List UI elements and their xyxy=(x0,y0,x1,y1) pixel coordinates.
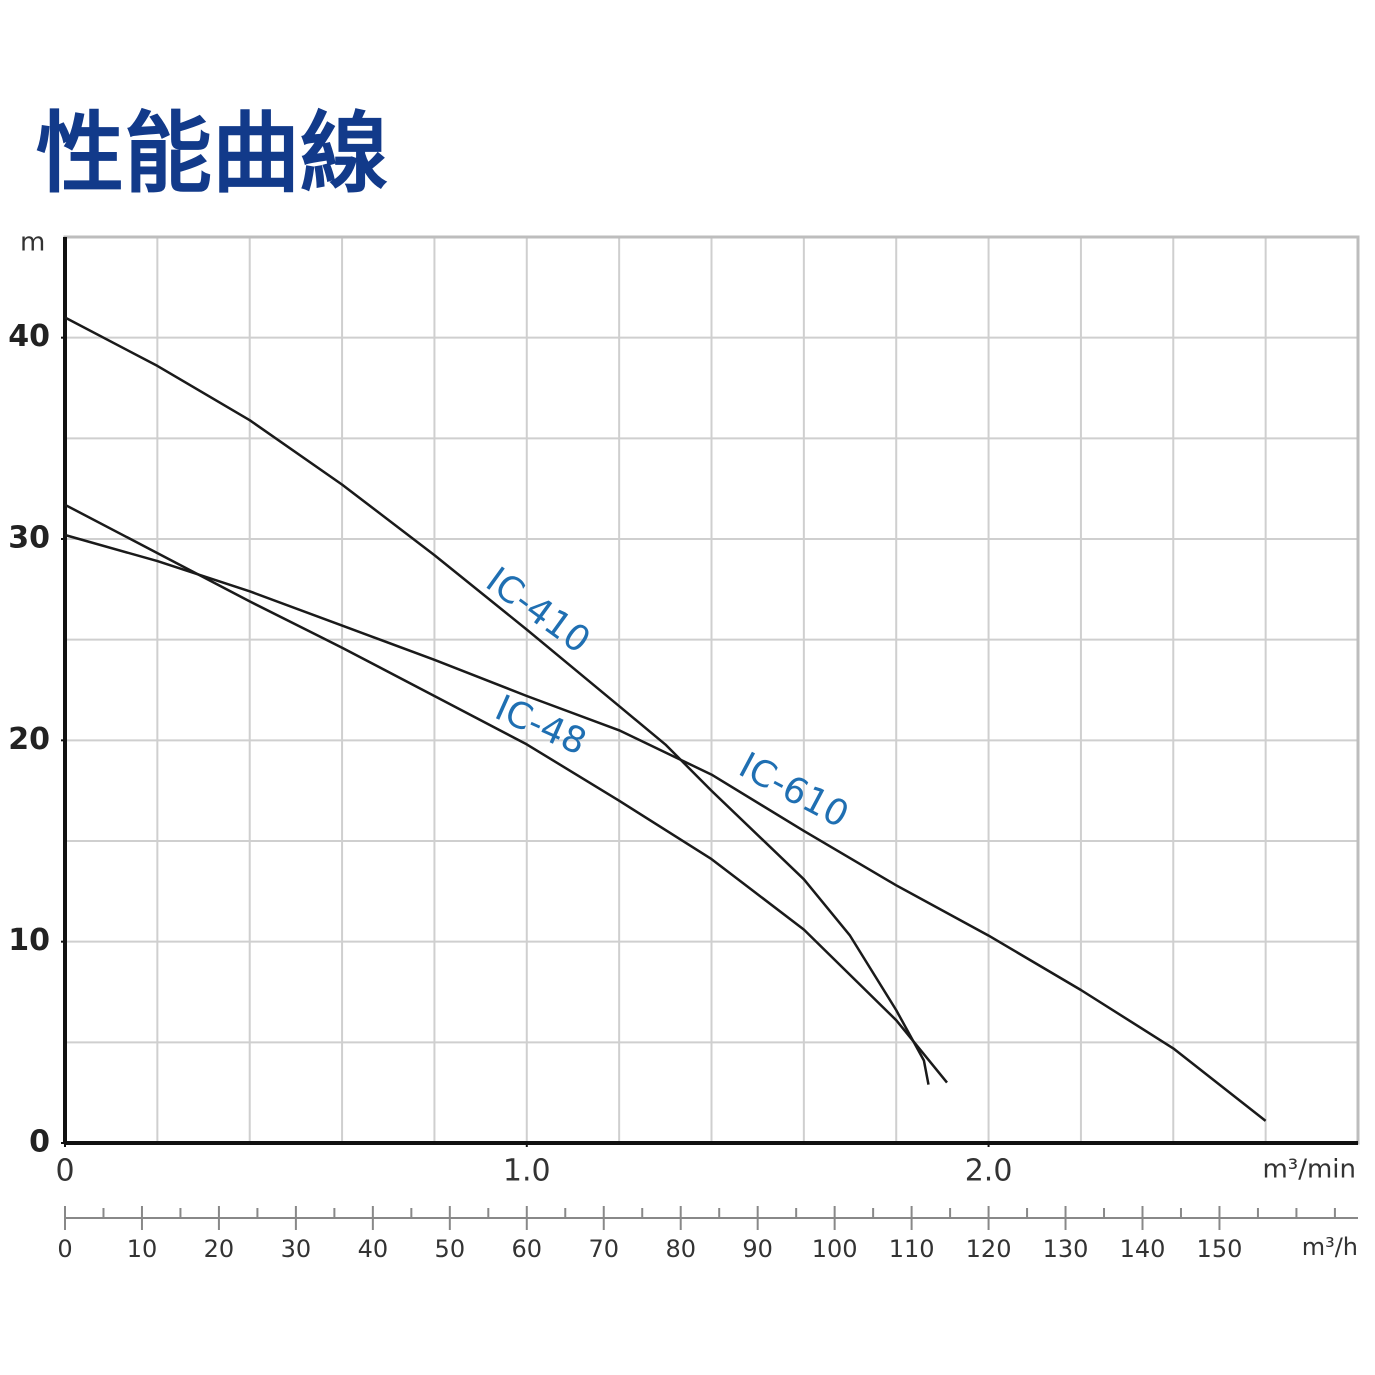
x2-tick-label: 80 xyxy=(665,1235,696,1263)
x2-tick-label: 140 xyxy=(1120,1235,1166,1263)
x2-tick-label: 60 xyxy=(512,1235,543,1263)
x2-tick-label: 20 xyxy=(204,1235,235,1263)
y-tick-label: 10 xyxy=(8,923,50,958)
x2-tick-label: 110 xyxy=(889,1235,935,1263)
x2-tick-label: 150 xyxy=(1197,1235,1243,1263)
x-tick-label: 1.0 xyxy=(503,1154,551,1189)
x2-tick-label: 50 xyxy=(435,1235,466,1263)
x2-tick-label: 10 xyxy=(127,1235,158,1263)
series-line xyxy=(64,316,930,1085)
x-tick-label: 2.0 xyxy=(965,1154,1013,1189)
x-axis-label: m³/min xyxy=(1262,1155,1356,1185)
x2-tick-label: 100 xyxy=(812,1235,858,1263)
series-line xyxy=(64,533,1267,1122)
x2-tick-label: 90 xyxy=(742,1235,773,1263)
x-tick-label: 0 xyxy=(55,1154,74,1189)
y-tick-label: 0 xyxy=(29,1125,50,1160)
series-label: IC-610 xyxy=(732,745,855,836)
series-label: IC-410 xyxy=(478,560,597,662)
x2-tick-label: 30 xyxy=(281,1235,312,1263)
x2-tick-label: 0 xyxy=(57,1235,72,1263)
x2-tick-label: 70 xyxy=(588,1235,619,1263)
y-axis-label: m xyxy=(20,228,45,258)
y-tick-label: 30 xyxy=(8,521,50,556)
x2-tick-label: 120 xyxy=(966,1235,1012,1263)
x2-tick-label: 40 xyxy=(358,1235,389,1263)
y-tick-label: 20 xyxy=(8,722,50,757)
x2-axis-label: m³/h xyxy=(1302,1233,1358,1261)
x2-tick-label: 130 xyxy=(1043,1235,1089,1263)
chart-title: 性能曲線 xyxy=(36,102,388,205)
y-tick-label: 40 xyxy=(8,319,50,354)
series-line xyxy=(64,503,948,1084)
